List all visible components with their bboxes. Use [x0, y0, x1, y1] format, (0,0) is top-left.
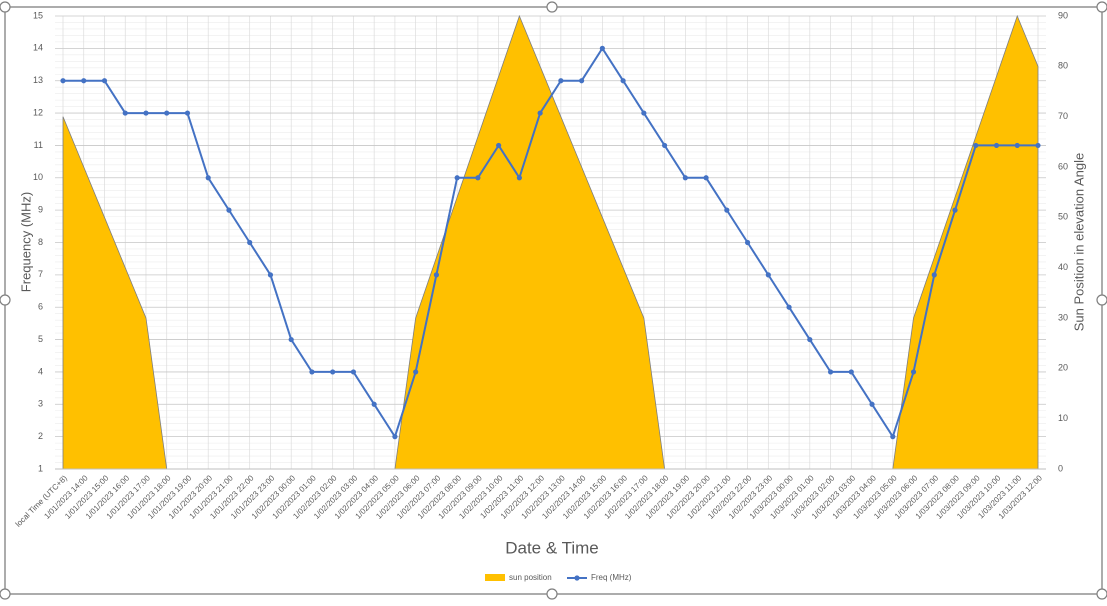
- y2-tick-label: 40: [1058, 262, 1068, 272]
- point: [164, 110, 170, 116]
- x-axis-title: Date & Time: [505, 538, 599, 557]
- y-tick-label: 2: [38, 431, 43, 441]
- y-tick-label: 3: [38, 399, 43, 409]
- legend-swatch: [485, 574, 505, 581]
- point: [413, 369, 419, 375]
- y-axis-title: Frequency (MHz): [18, 192, 33, 292]
- handle[interactable]: [0, 588, 11, 600]
- y2-tick-label: 80: [1058, 61, 1068, 71]
- point: [184, 110, 191, 116]
- handle[interactable]: [1096, 588, 1107, 600]
- point: [620, 78, 626, 84]
- y-tick-label: 5: [38, 334, 43, 344]
- point: [952, 207, 958, 213]
- point: [122, 110, 128, 116]
- point: [558, 78, 564, 84]
- point: [703, 175, 709, 181]
- y2-tick-label: 50: [1058, 212, 1068, 222]
- y-tick-label: 9: [38, 205, 43, 215]
- y-tick-label: 14: [33, 43, 43, 53]
- point: [516, 175, 522, 181]
- point: [682, 175, 688, 181]
- y2-axis-title: Sun Position in elevation Angle: [1071, 153, 1086, 332]
- point: [765, 272, 771, 278]
- point: [744, 239, 751, 246]
- point: [330, 369, 336, 375]
- y-tick-label: 11: [34, 140, 43, 150]
- point: [496, 142, 502, 149]
- y2-tick-label: 70: [1058, 111, 1068, 121]
- y-tick-label: 13: [33, 75, 43, 85]
- point: [579, 78, 585, 84]
- point: [475, 175, 481, 181]
- point: [890, 434, 896, 440]
- y2-tick-label: 90: [1058, 10, 1068, 20]
- point: [807, 336, 813, 343]
- y-tick-label: 1: [38, 463, 43, 473]
- y-tick-label: 12: [33, 107, 43, 117]
- point: [81, 78, 87, 84]
- point: [143, 110, 149, 116]
- point: [869, 401, 875, 407]
- point: [1035, 142, 1041, 149]
- point: [454, 175, 460, 181]
- handle[interactable]: [0, 1, 11, 13]
- point: [1014, 142, 1020, 149]
- y-tick-label: 7: [38, 269, 43, 279]
- point: [599, 45, 605, 51]
- point: [786, 304, 792, 310]
- point: [973, 142, 979, 149]
- y2-tick-label: 0: [1058, 463, 1063, 473]
- point: [350, 369, 357, 375]
- legend-swatch: [574, 575, 580, 581]
- y2-tick-label: 60: [1058, 161, 1068, 171]
- y-tick-label: 15: [33, 10, 43, 20]
- point: [205, 175, 211, 181]
- point: [641, 110, 647, 116]
- point: [267, 272, 274, 278]
- handle[interactable]: [546, 588, 558, 600]
- point: [288, 336, 294, 343]
- y2-tick-label: 30: [1058, 312, 1068, 322]
- point: [392, 434, 398, 440]
- point: [724, 207, 730, 213]
- point: [247, 239, 253, 246]
- handle[interactable]: [546, 1, 558, 13]
- point: [931, 272, 937, 278]
- point: [537, 110, 543, 116]
- y-tick-label: 4: [38, 366, 43, 376]
- point: [827, 369, 834, 375]
- legend-label: sun position: [509, 573, 552, 582]
- point: [848, 369, 854, 375]
- point: [101, 78, 108, 84]
- handle[interactable]: [1096, 1, 1107, 13]
- y-tick-label: 6: [38, 302, 43, 312]
- point: [993, 142, 1000, 149]
- line: [63, 46, 1038, 439]
- y2-tick-label: 10: [1058, 413, 1068, 423]
- y2-tick-label: 20: [1058, 363, 1068, 373]
- point: [371, 401, 377, 407]
- point: [60, 78, 66, 84]
- point: [309, 369, 315, 375]
- point: [433, 272, 440, 278]
- handle[interactable]: [1096, 294, 1107, 306]
- point: [661, 142, 668, 149]
- y-tick-label: 8: [38, 237, 43, 247]
- y-tick-label: 10: [33, 172, 43, 182]
- point: [910, 369, 917, 375]
- point: [226, 207, 232, 213]
- legend-label: Freq (MHz): [591, 573, 632, 582]
- handle[interactable]: [0, 294, 11, 306]
